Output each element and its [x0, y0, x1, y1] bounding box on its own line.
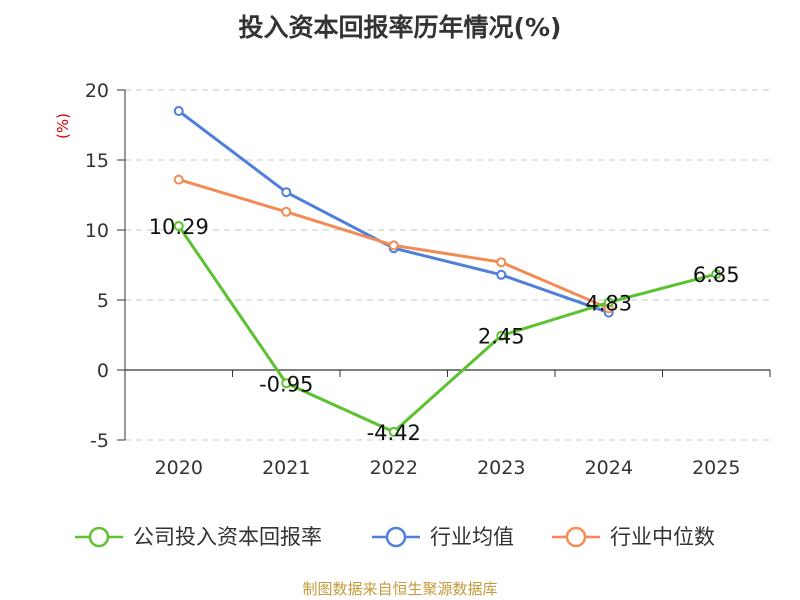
y-tick-label: 20 — [85, 80, 109, 102]
data-labels: 10.29 -0.95 -4.42 2.45 4.83 6.85 — [149, 215, 740, 445]
series-line — [177, 109, 610, 315]
axes: 20 15 10 5 0 -5 (%) 2020 2021 2022 2023 2024 2025 — [54, 80, 771, 479]
x-tick-label: 2021 — [262, 457, 310, 479]
series-line — [177, 225, 717, 434]
data-point — [388, 426, 399, 437]
data-point — [496, 269, 507, 280]
data-point — [281, 187, 292, 198]
legend-swatch-marker — [565, 526, 587, 548]
data-label: -0.95 — [259, 372, 313, 396]
legend-label: 行业均值 — [430, 525, 514, 549]
y-tick-label: 15 — [85, 150, 109, 172]
legend-item[interactable]: 行业均值 — [372, 525, 514, 549]
legend-item[interactable]: 公司投入资本回报率 — [75, 525, 322, 549]
x-tick-label: 2023 — [477, 457, 525, 479]
x-tick-label: 2020 — [155, 457, 203, 479]
x-tick-label: 2022 — [370, 457, 418, 479]
y-tick-label: 5 — [97, 290, 109, 312]
data-point — [711, 269, 722, 280]
y-axis-label: (%) — [54, 113, 72, 139]
data-label: 6.85 — [693, 263, 740, 287]
legend-item[interactable]: 行业中位数 — [552, 525, 715, 549]
y-tick-label: -5 — [90, 430, 109, 452]
data-label: 10.29 — [149, 215, 209, 239]
legend-swatch-marker — [385, 526, 407, 548]
legend-swatch-marker — [88, 526, 110, 548]
data-point — [281, 206, 292, 217]
y-tick-label: 10 — [85, 220, 109, 242]
legend-label: 行业中位数 — [610, 525, 715, 549]
x-tick-label: 2024 — [585, 457, 633, 479]
legend: 公司投入资本回报率 行业均值 行业中位数 — [75, 525, 715, 549]
data-point — [173, 106, 184, 116]
source-note: 制图数据来自恒生聚源数据库 — [302, 580, 498, 598]
data-point — [281, 378, 292, 389]
data-point — [173, 220, 184, 231]
data-point — [496, 257, 507, 268]
data-point — [173, 174, 184, 185]
data-point — [388, 240, 399, 251]
data-label: 2.45 — [478, 325, 525, 349]
grid-lines — [125, 89, 770, 441]
data-point — [603, 297, 614, 308]
data-point — [496, 330, 507, 341]
data-label: 4.83 — [585, 291, 632, 315]
legend-label: 公司投入资本回报率 — [133, 525, 322, 549]
series-lines — [173, 106, 722, 437]
y-tick-label: 0 — [97, 360, 109, 382]
x-tick-label: 2025 — [692, 457, 740, 479]
chart-title: 投入资本回报率历年情况(%) — [238, 13, 562, 42]
data-label: -4.42 — [367, 421, 421, 445]
